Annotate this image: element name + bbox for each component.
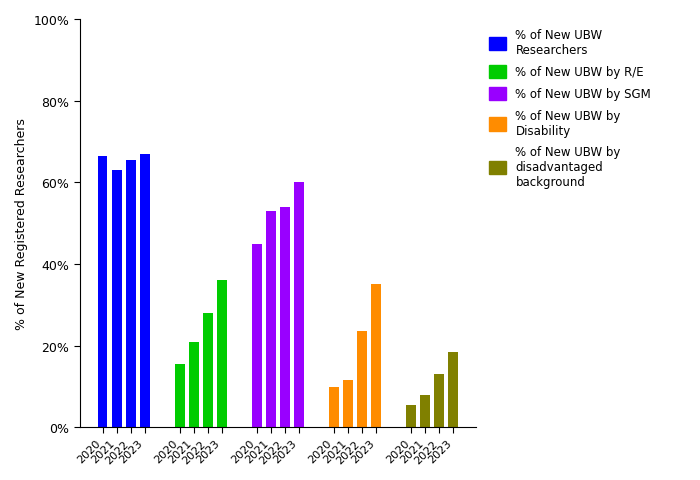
Bar bbox=[449, 352, 458, 428]
Bar bbox=[126, 161, 136, 428]
Bar bbox=[371, 285, 381, 428]
Bar bbox=[280, 207, 290, 428]
Bar bbox=[357, 332, 367, 428]
Bar bbox=[112, 171, 122, 428]
Bar bbox=[175, 364, 185, 428]
Bar bbox=[98, 156, 108, 428]
Bar bbox=[294, 183, 304, 428]
Bar bbox=[406, 405, 416, 428]
Bar bbox=[434, 374, 444, 428]
Bar bbox=[189, 342, 199, 428]
Bar bbox=[343, 381, 353, 428]
Bar bbox=[266, 212, 276, 428]
Bar bbox=[203, 313, 213, 428]
Legend: % of New UBW
Researchers, % of New UBW by R/E, % of New UBW by SGM, % of New UBW: % of New UBW Researchers, % of New UBW b… bbox=[486, 26, 654, 192]
Bar bbox=[420, 395, 430, 428]
Y-axis label: % of New Registered Researchers: % of New Registered Researchers bbox=[15, 118, 28, 329]
Bar bbox=[140, 155, 150, 428]
Bar bbox=[252, 244, 262, 428]
Bar bbox=[329, 387, 339, 428]
Bar bbox=[217, 281, 227, 428]
